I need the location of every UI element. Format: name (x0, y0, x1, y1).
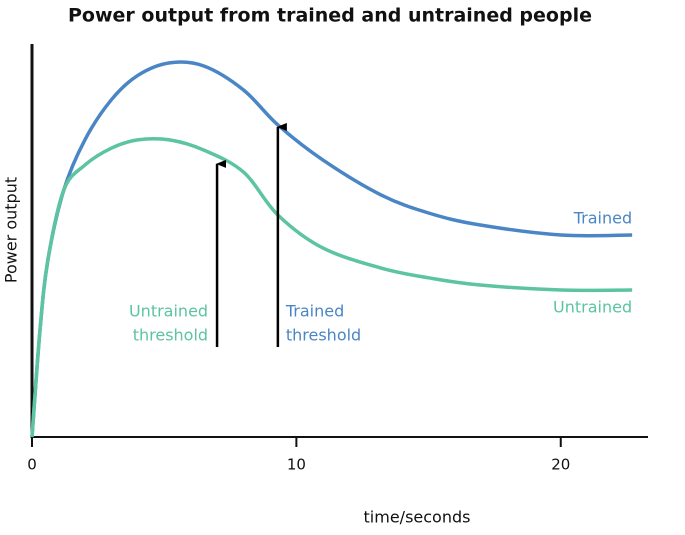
series-label: Untrained (553, 298, 632, 317)
x-tick-label: 10 (287, 456, 306, 474)
series-label: Trained (573, 208, 632, 227)
x-axis-label: time/seconds (364, 508, 471, 527)
threshold-label: Untrained (129, 302, 208, 321)
series-line (30, 60, 633, 438)
y-axis-label: Power output (2, 177, 21, 283)
threshold-label: Trained (285, 302, 344, 321)
threshold-label: threshold (286, 326, 361, 345)
threshold-label: threshold (133, 326, 208, 345)
x-tick-label: 20 (551, 456, 570, 474)
series-line (30, 136, 633, 438)
chart-title: Power output from trained and untrained … (68, 5, 592, 27)
x-tick-label: 0 (27, 456, 37, 474)
